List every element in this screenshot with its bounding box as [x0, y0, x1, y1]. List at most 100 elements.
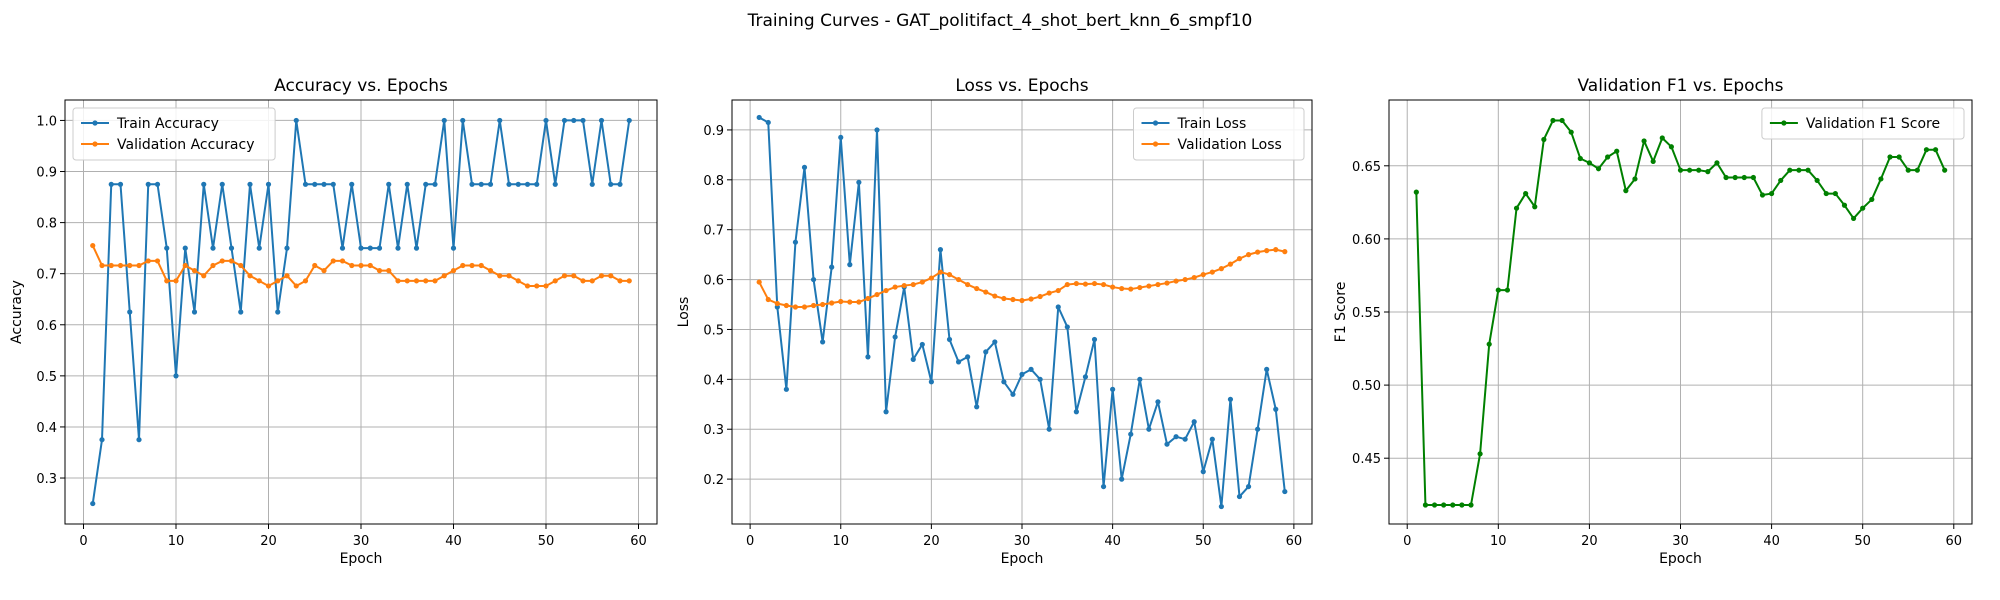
x-tick-label: 30: [353, 534, 370, 549]
validation-loss-point: [1227, 261, 1234, 267]
validation-loss-point: [1245, 252, 1252, 258]
validation-loss-point: [1146, 283, 1152, 289]
validation-f1-score-point: [1504, 287, 1511, 293]
validation-accuracy-point: [598, 273, 605, 279]
validation-accuracy-point: [450, 268, 457, 274]
legend-box: [72, 107, 276, 161]
validation-loss-point: [756, 279, 762, 285]
x-tick-label: 0: [746, 534, 754, 549]
x-tick-label: 50: [538, 534, 555, 549]
validation-accuracy-point: [191, 268, 198, 274]
validation-loss-point: [774, 300, 780, 307]
train-accuracy-point: [127, 309, 133, 315]
validation-f1-score-point: [1942, 167, 1948, 173]
x-tick-label: 0: [1403, 534, 1411, 549]
y-tick-label: 0.5: [703, 323, 724, 338]
validation-loss-point: [856, 299, 862, 305]
validation-f1-score-point: [1668, 144, 1674, 150]
validation-f1-score-point: [1441, 502, 1447, 508]
train-loss-point: [974, 404, 980, 410]
legend-swatch-marker: [92, 120, 98, 126]
legend-swatch-marker: [1152, 141, 1159, 147]
validation-accuracy-point: [608, 273, 614, 279]
validation-f1-score-point: [1923, 147, 1930, 153]
validation-loss-point: [765, 296, 771, 303]
validation-f1-score-point: [1905, 167, 1911, 173]
validation-accuracy-point: [423, 278, 429, 284]
validation-accuracy-point: [321, 268, 327, 274]
f1-chart-panel: 0 10 20 30 40 50 60 0.45 0.50 0.55 0.60 0.65 Validat…: [1333, 76, 1973, 567]
validation-loss-point: [1037, 293, 1043, 300]
validation-f1-score-point: [1468, 502, 1474, 508]
validation-f1-score-point: [1850, 215, 1857, 222]
validation-loss-point: [1282, 249, 1288, 255]
train-loss-point: [1218, 503, 1224, 510]
validation-accuracy-point: [487, 268, 494, 274]
train-accuracy-point: [228, 245, 235, 251]
train-accuracy-point: [561, 117, 568, 124]
validation-f1-score-point: [1586, 160, 1593, 166]
loss-chart-title: Loss vs. Epochs: [955, 76, 1088, 96]
train-loss-point: [1046, 426, 1052, 432]
train-accuracy-point: [312, 181, 318, 187]
validation-loss-point: [865, 295, 871, 302]
x-tick-label: 0: [79, 534, 87, 549]
legend-swatch-marker: [1781, 120, 1787, 126]
train-loss-point: [919, 341, 925, 348]
train-loss-point: [983, 349, 989, 355]
f1-chart-title: Validation F1 vs. Epochs: [1578, 76, 1784, 96]
validation-loss-point: [1155, 281, 1161, 288]
validation-loss-point: [838, 298, 844, 305]
validation-accuracy-point: [552, 278, 558, 284]
validation-loss-point: [874, 291, 880, 298]
train-accuracy-point: [330, 181, 336, 187]
validation-accuracy-point: [228, 258, 235, 264]
y-tick-label: 0.6: [36, 319, 57, 334]
validation-accuracy-point: [108, 262, 114, 269]
validation-loss-point: [1010, 296, 1016, 303]
y-tick-label: 0.65: [1352, 160, 1381, 175]
validation-f1-score-point: [1632, 176, 1638, 182]
x-tick-label: 10: [1490, 534, 1507, 549]
accuracy-chart-panel: 0 10 20 30 40 50 60 0.3 0.4 0.5 0.6 0.7 0.8 0.9 1.0 Acc…: [9, 76, 658, 567]
train-accuracy-point: [191, 309, 198, 315]
train-accuracy-point: [219, 181, 225, 187]
validation-loss-point: [829, 300, 835, 306]
train-loss-point: [910, 356, 916, 362]
validation-f1-score-point: [1696, 167, 1702, 173]
validation-loss-point: [928, 275, 934, 281]
train-accuracy-point: [136, 437, 142, 443]
accuracy-y-axis-label: Accuracy: [9, 280, 25, 344]
train-accuracy-point: [589, 181, 595, 187]
validation-loss-point: [919, 279, 925, 285]
validation-loss-point: [937, 269, 944, 275]
validation-loss-point: [1191, 274, 1197, 281]
f1-y-axis-label: F1 Score: [1333, 282, 1349, 343]
train-accuracy-point: [524, 181, 531, 187]
train-accuracy-point: [395, 245, 401, 251]
validation-loss-point: [1110, 284, 1116, 290]
validation-loss-point: [1001, 295, 1007, 302]
validation-accuracy-point: [367, 262, 373, 269]
validation-accuracy-point: [145, 258, 151, 264]
validation-loss-point: [883, 287, 889, 294]
validation-f1-score-point: [1513, 205, 1520, 211]
train-loss-point: [1200, 469, 1206, 475]
validation-f1-score-point: [1914, 167, 1920, 173]
validation-f1-score-point: [1523, 190, 1529, 197]
validation-f1-score-point: [1878, 176, 1884, 182]
validation-f1-score-point: [1805, 167, 1811, 173]
train-accuracy-point: [571, 117, 577, 124]
train-accuracy-point: [460, 117, 466, 124]
accuracy-x-axis-label: Epoch: [340, 551, 383, 567]
validation-accuracy-point: [201, 273, 207, 279]
validation-accuracy-point: [219, 258, 225, 264]
validation-loss-point: [992, 293, 998, 299]
train-accuracy-point: [543, 117, 549, 124]
x-tick-label: 60: [1946, 534, 1963, 549]
validation-f1-score-point: [1614, 148, 1620, 154]
validation-loss-point: [1182, 276, 1188, 283]
train-accuracy-point: [617, 181, 623, 187]
train-loss-point: [756, 114, 762, 121]
validation-loss-point: [1019, 297, 1025, 304]
